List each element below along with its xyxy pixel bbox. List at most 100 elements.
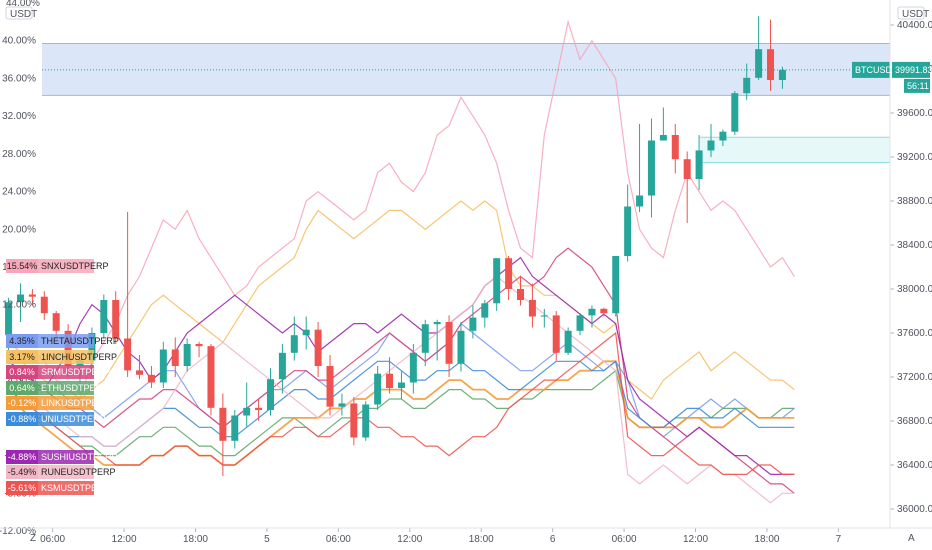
corner-left-label: Z bbox=[30, 533, 36, 544]
price-tag-countdown: 56:11 bbox=[907, 81, 929, 91]
right-price-axis[interactable]: 40400.0040000.0039600.0039200.0038800.00… bbox=[890, 20, 932, 515]
candle-body bbox=[195, 344, 203, 347]
right-unit-box[interactable]: USDT bbox=[897, 6, 929, 20]
candle-body bbox=[219, 407, 227, 441]
candle bbox=[612, 256, 620, 317]
candle-body bbox=[231, 415, 239, 441]
series-tag-value-bg bbox=[6, 396, 38, 410]
series-tag-name: SRMUSDTPERP bbox=[41, 367, 110, 377]
series-tag-uniusdtperp: -0.88% UNIUSDTPERP bbox=[6, 412, 106, 426]
candle bbox=[719, 129, 727, 146]
left-tick-label: 12.00% bbox=[2, 300, 36, 311]
candle-body bbox=[362, 404, 370, 438]
candle-body bbox=[600, 308, 608, 314]
series-line-runeusdtperp bbox=[8, 275, 795, 504]
candle-body bbox=[28, 294, 36, 297]
series-tag-name-bg bbox=[38, 259, 94, 273]
candle-body bbox=[147, 374, 155, 383]
candle bbox=[159, 341, 167, 388]
series-tag-thetausdtperp: 4.35% THETAUSDTPERP bbox=[6, 334, 119, 348]
candle bbox=[576, 313, 584, 336]
candle bbox=[671, 124, 679, 174]
x-tick-label: 7 bbox=[836, 534, 842, 545]
series-tag-name-bg bbox=[38, 450, 94, 464]
left-unit-box[interactable]: USDT bbox=[5, 6, 37, 20]
price-tag-name: BTCUSDT bbox=[855, 65, 898, 75]
candle-body bbox=[409, 352, 417, 383]
right-tick-label: 37200.00 bbox=[897, 372, 932, 383]
series-tag-name: UNIUSDTPERP bbox=[41, 414, 106, 424]
candle-body bbox=[493, 258, 501, 304]
candle-body bbox=[290, 335, 298, 353]
x-tick-label: 12:00 bbox=[112, 534, 137, 545]
series-tag-snxusdtperp: 15.54% SNXUSDTPERP bbox=[6, 259, 109, 273]
candle bbox=[302, 316, 310, 350]
right-unit-label: USDT bbox=[902, 9, 929, 20]
x-tick-label: 06:00 bbox=[612, 534, 637, 545]
series-tag-value-bg bbox=[6, 365, 38, 379]
time-axis[interactable]: 06:00 12:00 18:00 5 06:00 12:00 18:00 6 06:00 12:… bbox=[40, 528, 842, 545]
candle bbox=[457, 322, 465, 372]
candle-body bbox=[552, 315, 560, 353]
candle-body bbox=[659, 135, 667, 141]
series-tag-srmusdtperp: 0.84% SRMUSDTPERP bbox=[6, 365, 110, 379]
series-tag-name-bg bbox=[38, 396, 94, 410]
candle-body bbox=[40, 296, 48, 314]
candle bbox=[493, 258, 501, 311]
series-tag-value-bg bbox=[6, 381, 38, 395]
candle bbox=[540, 308, 548, 328]
candle bbox=[255, 399, 263, 421]
candle bbox=[16, 283, 24, 322]
left-tick-label: 40.00% bbox=[2, 36, 36, 47]
series-tag-name: RUNEUSDTPERP bbox=[41, 467, 116, 477]
price-tag-name-bg bbox=[852, 61, 890, 78]
series-tag-ksmusdtperp: -5.61% KSMUSDTPERP bbox=[6, 481, 110, 495]
candle-body bbox=[731, 93, 739, 132]
candle-body bbox=[159, 349, 167, 383]
series-tag-value-bg bbox=[6, 465, 38, 479]
candle bbox=[636, 124, 644, 212]
candle bbox=[195, 341, 203, 358]
candle bbox=[778, 66, 786, 89]
candle-body bbox=[481, 303, 489, 318]
series-tag-value-bg bbox=[6, 350, 38, 364]
candle-body bbox=[124, 338, 132, 371]
price-tag-countdown-bg bbox=[904, 78, 930, 93]
left-unit-label: USDT bbox=[10, 9, 37, 20]
candle-body bbox=[767, 49, 775, 80]
x-tick-label: 06:00 bbox=[326, 534, 351, 545]
candle-body bbox=[338, 403, 346, 407]
candle-body bbox=[266, 379, 274, 410]
right-tick-label: 36400.00 bbox=[897, 460, 932, 471]
x-tick-label: 12:00 bbox=[683, 534, 708, 545]
x-tick-label: 12:00 bbox=[397, 534, 422, 545]
candle-body bbox=[743, 77, 751, 94]
price-tag-value-bg bbox=[892, 61, 930, 78]
candle-body bbox=[278, 352, 286, 380]
candle bbox=[695, 135, 703, 190]
candle bbox=[207, 344, 215, 416]
candle bbox=[659, 107, 667, 141]
candle-body bbox=[183, 344, 191, 366]
candle bbox=[564, 327, 572, 355]
series-tag-value-bg bbox=[6, 259, 38, 273]
right-tick-label: 36800.00 bbox=[897, 416, 932, 427]
series-tag-name: KSMUSDTPERP bbox=[41, 483, 110, 493]
candle-body bbox=[302, 329, 310, 336]
right-tick-label: 37600.00 bbox=[897, 328, 932, 339]
series-tag-name: THETAUSDTPERP bbox=[41, 336, 119, 346]
candle bbox=[683, 151, 691, 223]
candle bbox=[183, 338, 191, 372]
candle bbox=[743, 63, 751, 100]
series-tag-value: -0.12% bbox=[8, 398, 37, 408]
series-tag-name: SUSHIUSDTPERP bbox=[41, 452, 118, 462]
candle-body bbox=[469, 317, 477, 331]
series-tag-value: 0.84% bbox=[9, 367, 35, 377]
candle bbox=[433, 319, 441, 361]
candle-body bbox=[719, 131, 727, 141]
x-tick-label: 06:00 bbox=[40, 534, 65, 545]
series-tag-name-bg bbox=[38, 381, 94, 395]
candle bbox=[231, 410, 239, 449]
candle-body bbox=[564, 330, 572, 353]
